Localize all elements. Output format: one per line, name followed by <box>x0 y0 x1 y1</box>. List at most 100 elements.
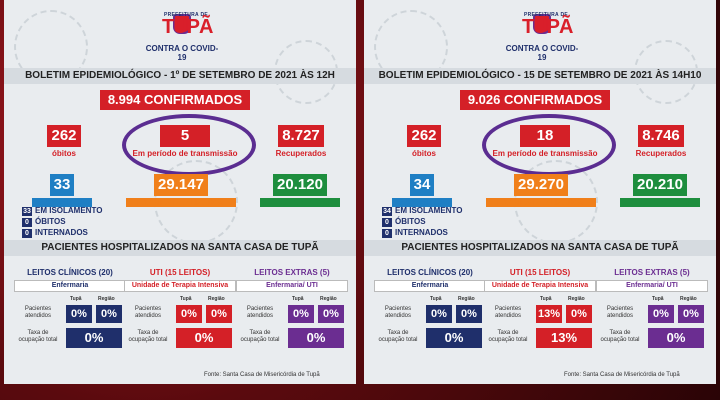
bulletin-title: BOLETIM EPIDEMIOLÓGICO - 15 DE SETEMBRO … <box>364 68 716 84</box>
bed-column-type: Enfermaria <box>374 280 486 292</box>
occupancy-row-label: Taxa de ocupação total <box>18 330 58 343</box>
logo-prefeitura: PREFEITURA DE <box>524 12 568 18</box>
occupancy-row-label: Taxa de ocupação total <box>240 330 280 343</box>
recovered-stat: 8.746 Recuperados <box>626 125 696 158</box>
tests-label: EXAMES REALIZADOS <box>126 198 236 207</box>
confirmed-total: 9.026 CONFIRMADOS <box>460 90 610 110</box>
crest-icon <box>533 14 551 34</box>
logo-slogan: CONTRA O COVID-19 <box>145 44 219 62</box>
bed-column: LEITOS EXTRAS (5) Enfermaria/ UTI <box>236 268 348 292</box>
hospital-title: PACIENTES HOSPITALIZADOS NA SANTA CASA D… <box>4 240 356 256</box>
patients-row-label: Pacientes atendidos <box>384 306 412 319</box>
patients-tupa-value: 0% <box>648 305 674 323</box>
suspect-breakdown-item: 33 EM ISOLAMENTO <box>22 206 102 216</box>
regiao-header: Região <box>320 296 337 302</box>
patients-regiao-value: 0% <box>318 305 344 323</box>
breakdown-label: ÓBITOS <box>35 217 66 226</box>
recovered-label: Recuperados <box>275 149 327 158</box>
breakdown-label: EM ISOLAMENTO <box>35 206 103 215</box>
bed-column-head: LEITOS EXTRAS (5) <box>254 268 330 277</box>
bed-column: UTI (15 LEITOS) Unidade de Terapia Inten… <box>124 268 236 292</box>
bed-column-head: UTI (15 LEITOS) <box>149 268 211 277</box>
regiao-header: Região <box>458 296 475 302</box>
discarded-value: 20.210 <box>633 174 687 196</box>
patients-tupa-value: 0% <box>176 305 202 323</box>
suspect-breakdown-item: 0 INTERNADOS <box>22 228 88 238</box>
bed-column-type: Unidade de Terapia Intensiva <box>124 280 236 292</box>
tupa-header: Tupã <box>652 296 664 302</box>
suspects-value: 33 <box>49 174 75 196</box>
breakdown-count: 33 <box>22 207 32 216</box>
suspect-breakdown-item: 34 EM ISOLAMENTO <box>382 206 462 216</box>
patients-regiao-value: 0% <box>456 305 482 323</box>
patients-tupa-value: 0% <box>66 305 92 323</box>
bulletin-title: BOLETIM EPIDEMIOLÓGICO - 1º DE SETEMBRO … <box>4 68 356 84</box>
confirmed-total: 8.994 CONFIRMADOS <box>100 90 250 110</box>
occupancy-row-label: Taxa de ocupação total <box>128 330 168 343</box>
bed-column-type: Unidade de Terapia Intensiva <box>484 280 596 292</box>
tests-value: 29.270 <box>514 174 568 196</box>
logo-slogan: CONTRA O COVID-19 <box>505 44 579 62</box>
bed-column-head: UTI (15 LEITOS) <box>509 268 571 277</box>
occupancy-row-label: Taxa de ocupação total <box>378 330 418 343</box>
logo-city: TUPÃ <box>522 16 573 38</box>
patients-row-label: Pacientes atendidos <box>24 306 52 319</box>
tupa-header: Tupã <box>292 296 304 302</box>
logo-prefeitura: PREFEITURA DE <box>164 12 208 18</box>
occupancy-total-value: 0% <box>426 328 482 348</box>
bed-column: LEITOS CLÍNICOS (20) Enfermaria <box>14 268 126 292</box>
suspect-breakdown-item: 0 ÓBITOS <box>22 217 66 227</box>
bed-column-head: LEITOS CLÍNICOS (20) <box>27 268 113 277</box>
occupancy-total-value: 0% <box>648 328 704 348</box>
deaths-label: óbitos <box>412 149 436 158</box>
breakdown-label: EM ISOLAMENTO <box>395 206 463 215</box>
breakdown-count: 0 <box>382 218 392 227</box>
suspects-label: SUSPEITOS <box>32 198 92 207</box>
recovered-stat: 8.727 Recuperados <box>266 125 336 158</box>
patients-regiao-value: 0% <box>206 305 232 323</box>
patients-regiao-value: 0% <box>566 305 592 323</box>
regiao-header: Região <box>680 296 697 302</box>
recovered-label: Recuperados <box>635 149 687 158</box>
breakdown-label: INTERNADOS <box>395 228 448 237</box>
bed-column-head: LEITOS CLÍNICOS (20) <box>387 268 473 277</box>
tests-stat: 29.270 EXAMES REALIZADOS <box>486 174 596 207</box>
deaths-stat: 262 óbitos <box>394 125 454 158</box>
logo-city: TUPÃ <box>162 16 213 38</box>
regiao-header: Região <box>208 296 225 302</box>
breakdown-count: 0 <box>22 229 32 238</box>
city-logo: PREFEITURA DE TUPÃ CONTRA O COVID-19 <box>142 6 222 62</box>
breakdown-label: INTERNADOS <box>35 228 88 237</box>
breakdown-count: 34 <box>382 207 392 216</box>
discarded-label: DESCARTADOS <box>620 198 700 207</box>
deaths-value: 262 <box>407 125 441 147</box>
deaths-value: 262 <box>47 125 81 147</box>
occupancy-total-value: 0% <box>66 328 122 348</box>
discarded-value: 20.120 <box>273 174 327 196</box>
suspects-label: SUSPEITOS <box>392 198 452 207</box>
bed-column: LEITOS EXTRAS (5) Enfermaria/ UTI <box>596 268 708 292</box>
suspects-stat: 34 SUSPEITOS <box>392 174 452 207</box>
highlight-circle <box>122 114 256 176</box>
regiao-header: Região <box>568 296 585 302</box>
recovered-value: 8.727 <box>278 125 324 147</box>
tupa-header: Tupã <box>70 296 82 302</box>
tests-label: EXAMES REALIZADOS <box>486 198 596 207</box>
discarded-stat: 20.120 DESCARTADOS <box>260 174 340 207</box>
patients-tupa-value: 0% <box>426 305 452 323</box>
breakdown-label: ÓBITOS <box>395 217 426 226</box>
occupancy-total-value: 0% <box>288 328 344 348</box>
bed-column-head: LEITOS EXTRAS (5) <box>614 268 690 277</box>
bed-column-type: Enfermaria/ UTI <box>596 280 708 292</box>
regiao-header: Região <box>98 296 115 302</box>
suspect-breakdown-item: 0 ÓBITOS <box>382 217 426 227</box>
recovered-value: 8.746 <box>638 125 684 147</box>
bulletin-panel-2: PREFEITURA DE TUPÃ CONTRA O COVID-19 BOL… <box>364 0 716 384</box>
patients-row-label: Pacientes atendidos <box>134 306 162 319</box>
discarded-label: DESCARTADOS <box>260 198 340 207</box>
occupancy-total-value: 0% <box>176 328 232 348</box>
occupancy-total-value: 13% <box>536 328 592 348</box>
patients-tupa-value: 13% <box>536 305 562 323</box>
highlight-circle <box>482 114 616 176</box>
tupa-header: Tupã <box>180 296 192 302</box>
